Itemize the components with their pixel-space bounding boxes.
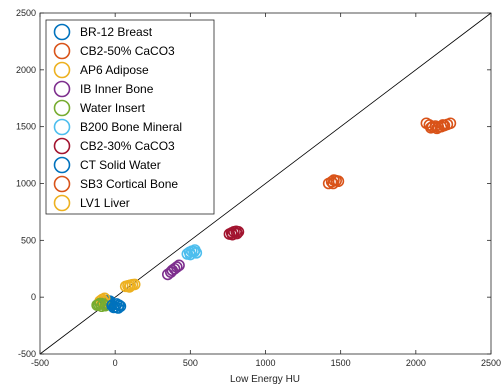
identity-line	[39, 12, 492, 355]
x-tick-label: 2000	[406, 358, 426, 368]
data-point	[226, 228, 239, 241]
x-tick-label: 1000	[255, 358, 275, 368]
series-5	[181, 244, 203, 261]
x-tick-label: -500	[31, 358, 49, 368]
legend-marker	[53, 99, 71, 117]
data-point	[171, 261, 183, 273]
series-9	[119, 278, 141, 293]
legend-items: BR-12 Breast CB2-50% CaCO3 AP6 Adipose IB I…	[53, 23, 182, 212]
legend-label: CB2-50% CaCO3	[80, 44, 175, 58]
legend-label: Water Insert	[80, 101, 146, 115]
series-8	[322, 174, 345, 190]
legend-label: LV1 Liver	[80, 196, 130, 210]
y-tick-label: 500	[21, 235, 36, 245]
legend-marker	[53, 80, 71, 98]
data-point	[232, 226, 245, 238]
data-points	[91, 117, 457, 314]
y-tick-label: 1000	[16, 179, 36, 189]
y-tick-label: 2000	[16, 65, 36, 75]
legend-label: CB2-30% CaCO3	[80, 139, 175, 153]
legend-marker	[53, 61, 71, 79]
series-1	[420, 117, 457, 135]
legend-label: SB3 Cortical Bone	[80, 177, 178, 191]
legend-marker	[53, 23, 71, 41]
series-4	[91, 297, 112, 313]
y-axis-ticks: -500 0 500 1000 1500 2000 2500	[16, 8, 491, 359]
data-point	[431, 122, 443, 135]
data-point	[107, 301, 120, 314]
data-point	[425, 122, 437, 134]
x-axis-label: Low Energy HU	[230, 374, 300, 384]
y-tick-label: 0	[31, 292, 36, 302]
data-point	[97, 298, 109, 310]
x-tick-label: 500	[183, 358, 198, 368]
data-point	[92, 298, 105, 311]
legend-label: B200 Bone Mineral	[80, 120, 182, 134]
legend-marker	[53, 175, 71, 193]
data-point	[444, 117, 457, 130]
x-tick-label: 2500	[481, 358, 501, 368]
legend-marker	[53, 194, 71, 212]
data-point	[113, 299, 125, 311]
legend-label: IB Inner Bone	[80, 82, 154, 96]
x-tick-label: 1500	[331, 358, 351, 368]
data-point	[327, 177, 339, 190]
data-point	[325, 175, 338, 188]
legend-label: AP6 Adipose	[80, 63, 149, 77]
series-3	[161, 259, 185, 281]
legend-label: CT Solid Water	[80, 158, 161, 172]
legend-label: BR-12 Breast	[80, 25, 153, 39]
series-7	[106, 298, 127, 314]
y-tick-label: 1500	[16, 122, 36, 132]
legend-marker	[53, 156, 71, 174]
legend-marker	[53, 42, 71, 60]
data-point	[437, 119, 449, 131]
data-point	[189, 244, 201, 256]
data-point	[173, 259, 185, 272]
legend: BR-12 Breast CB2-50% CaCO3 AP6 Adipose IB I…	[45, 19, 215, 215]
data-point	[332, 175, 345, 188]
data-point	[123, 281, 136, 293]
series-6	[223, 225, 245, 241]
legend-marker	[53, 118, 71, 136]
data-point	[128, 278, 141, 291]
x-tick-label: 0	[113, 358, 118, 368]
legend-marker	[53, 137, 71, 155]
data-point	[231, 227, 243, 240]
x-axis-ticks: -500 0 500 1000 1500 2000 2500	[31, 13, 501, 368]
legend-box	[45, 19, 215, 215]
y-tick-label: 2500	[16, 8, 36, 18]
y-tick-label: -500	[18, 349, 36, 359]
